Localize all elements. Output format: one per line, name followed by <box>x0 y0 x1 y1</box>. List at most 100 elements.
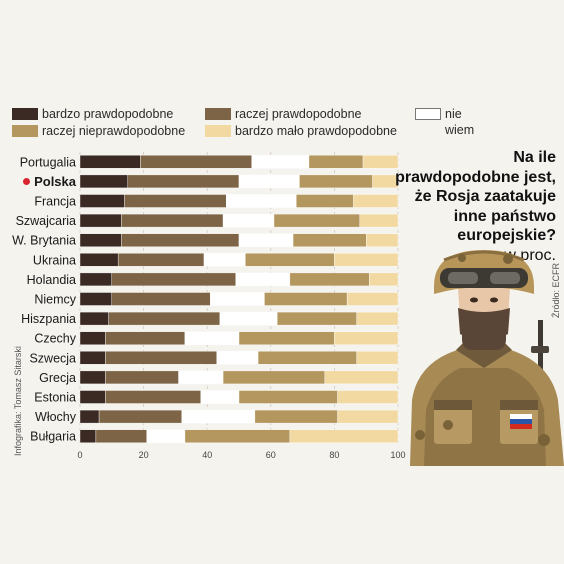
bar-segment <box>146 429 186 443</box>
legend-swatch <box>205 108 231 120</box>
bar-segment <box>79 429 97 443</box>
legend-label: nie wiem <box>445 107 475 137</box>
bar-segment <box>346 292 399 306</box>
category-label: Portugalia <box>20 155 76 169</box>
category-label: Estonia <box>34 391 76 405</box>
bar-segment <box>184 331 240 345</box>
bar-segment <box>79 272 112 287</box>
x-tick-label: 100 <box>390 450 405 460</box>
bar-segment <box>245 253 335 267</box>
bar-segment <box>121 233 240 247</box>
bar-segment <box>238 174 300 189</box>
category-label: Szwecja <box>29 351 76 365</box>
bar-segment <box>226 194 297 208</box>
bar-segment <box>121 213 224 228</box>
category-label: Polska <box>34 174 77 189</box>
infographic-credit: Infografika: Tomasz Sitarski <box>13 346 23 456</box>
category-label: W. Brytania <box>12 234 76 248</box>
x-tick-label: 40 <box>202 450 212 460</box>
bar-segment <box>117 253 205 267</box>
category-label: Szwajcaria <box>16 214 76 228</box>
question-box: Na ile prawdopodobne jest, że Rosja zaat… <box>376 148 556 265</box>
category-label: Niemcy <box>34 293 76 307</box>
bar-segment <box>184 429 291 443</box>
bar-segment <box>105 351 217 365</box>
legend-item-raczej-prawdopodobne: raczej prawdopodobne <box>205 106 361 122</box>
bar-segment <box>273 213 361 228</box>
bar-segment <box>222 213 275 228</box>
bar-segment <box>366 233 399 247</box>
x-axis: 0 20 40 60 80 100 <box>77 450 405 460</box>
bar-segment <box>98 409 182 424</box>
legend-item-bardzo-malo-prawdopodobne: bardzo mało prawdopodobne <box>205 123 397 139</box>
legend-swatch <box>12 125 38 137</box>
bar-segment <box>127 174 240 189</box>
bar-segment <box>334 253 399 267</box>
bar-segment <box>79 233 122 247</box>
bar-segment <box>79 194 125 208</box>
bar-segment <box>254 409 338 424</box>
category-label: Ukraina <box>33 253 76 267</box>
bar-segment <box>359 213 399 228</box>
bar-segment <box>181 409 256 424</box>
legend-item-nie-wiem: nie wiem <box>415 106 475 138</box>
bar-segment <box>356 351 399 365</box>
bar-segment <box>337 390 399 404</box>
bar-segment <box>238 233 294 247</box>
legend-item-raczej-nieprawdopodobne: raczej nieprawdopodobne <box>12 123 185 139</box>
bar-segment <box>299 174 373 189</box>
bar-segment <box>276 311 357 326</box>
bar-segment <box>79 174 128 189</box>
bar-segment <box>79 292 112 306</box>
x-tick-label: 0 <box>77 450 82 460</box>
bar-segment <box>79 409 100 424</box>
bar-segment <box>95 429 147 443</box>
bar-segment <box>356 311 399 326</box>
x-tick-label: 60 <box>266 450 276 460</box>
bar-segment <box>111 292 211 306</box>
bar-segment <box>140 155 252 169</box>
x-tick-label: 20 <box>139 450 149 460</box>
bar-segment <box>79 390 106 404</box>
bar-segment <box>362 155 399 169</box>
legend-label: bardzo mało prawdopodobne <box>235 124 397 138</box>
bar-segment <box>257 351 357 365</box>
legend-label: raczej nieprawdopodobne <box>42 124 186 138</box>
bar-segment <box>105 390 202 404</box>
bar-segment <box>324 370 399 385</box>
bar-segment <box>79 351 106 365</box>
category-label: Czechy <box>34 332 76 346</box>
legend-label: raczej prawdopodobne <box>235 107 362 121</box>
soldier-illustration <box>410 250 564 466</box>
bar-segment <box>111 272 237 287</box>
bar-segment <box>308 155 364 169</box>
category-label: Grecja <box>39 371 76 385</box>
bar-segment <box>79 311 109 326</box>
bar-segment <box>79 155 141 169</box>
bar-segment <box>178 370 224 385</box>
bar-segment <box>238 390 338 404</box>
category-label: Francja <box>34 195 76 209</box>
legend-label: bardzo prawdopodobne <box>42 107 174 121</box>
legend: bardzo prawdopodobne raczej prawdopodobn… <box>0 0 564 150</box>
bar-segment <box>105 331 186 345</box>
bar-segment <box>334 331 399 345</box>
legend-swatch <box>12 108 38 120</box>
bar-segment <box>200 390 240 404</box>
bar-segment <box>372 174 399 189</box>
category-label: Włochy <box>35 410 77 424</box>
legend-item-bardzo-prawdopodobne: bardzo prawdopodobne <box>12 106 173 122</box>
bar-segment <box>203 253 246 267</box>
bar-segment <box>79 213 122 228</box>
bar-segment <box>238 331 335 345</box>
bar-segment <box>292 233 367 247</box>
bar-segment <box>105 370 179 385</box>
bar-segment <box>251 155 310 169</box>
bar-segment <box>235 272 291 287</box>
legend-swatch <box>205 125 231 137</box>
category-label: Hiszpania <box>21 312 76 326</box>
bar-segment <box>124 194 227 208</box>
bar-segment <box>222 370 326 385</box>
bar-segment <box>216 351 259 365</box>
